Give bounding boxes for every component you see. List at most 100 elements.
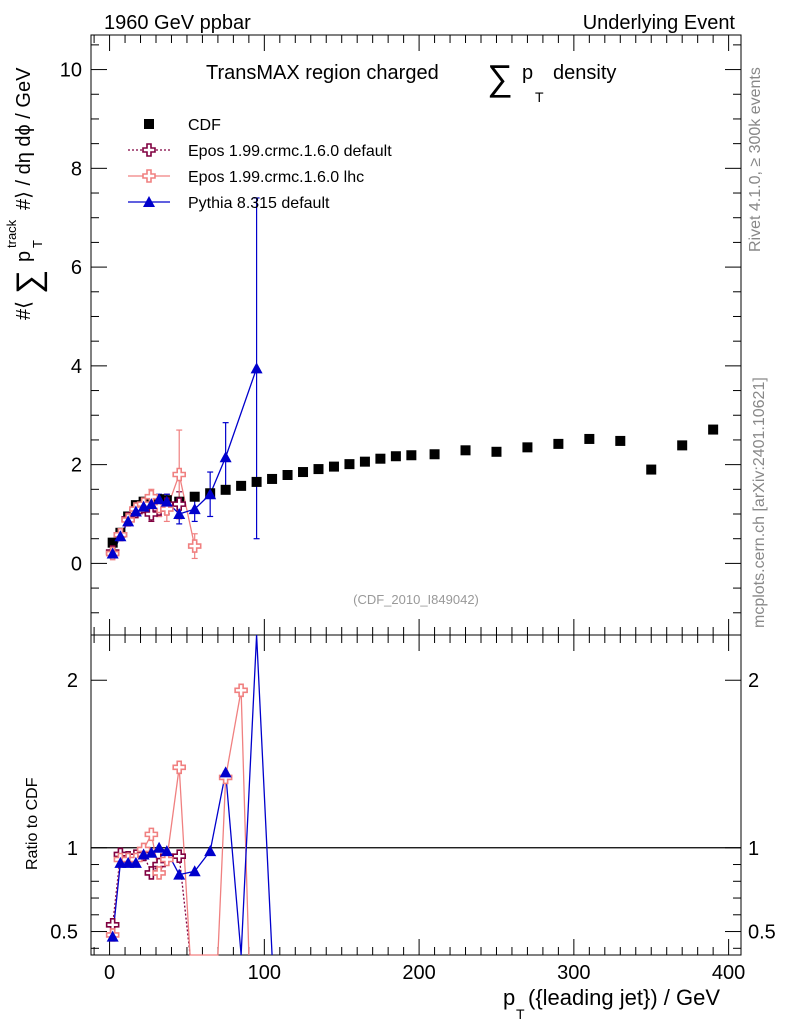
main-series-line [112, 368, 258, 554]
main-data-point [219, 451, 232, 463]
main-y-tick-label: 2 [71, 455, 82, 477]
main-data-point [220, 484, 231, 495]
main-data-point [172, 467, 187, 482]
ratio-data-point [172, 849, 187, 863]
xlabel-subscript: T [516, 1006, 525, 1022]
main-data-point [160, 495, 173, 507]
x-tick-label: 400 [712, 962, 745, 984]
ratio-data-point [152, 866, 166, 880]
ratio-data-point [160, 845, 173, 857]
ratio-y-tick-label: 0.5 [50, 922, 78, 944]
ratio-data-point [204, 845, 217, 857]
main-data-point [189, 491, 200, 502]
main-data-point [106, 547, 119, 559]
x-tick-label: 200 [402, 962, 435, 984]
main-data-markers [105, 362, 719, 561]
x-axis-label: p T ({leading jet}) / GeV [503, 985, 720, 1022]
main-data-point [129, 505, 142, 517]
ylabel-suffix: #⟩ / dη dϕ / GeV [13, 67, 35, 210]
ratio-y-tick-label-right: 1 [748, 838, 759, 860]
mcplots-reference-label: mcplots.cern.ch [arXiv:2401.10621] [751, 377, 768, 628]
main-series-lines [112, 368, 258, 554]
legend-marker [143, 196, 155, 207]
legend: CDF Epos 1.99.crmc.1.6.0 default Epos 1.99… [128, 117, 392, 212]
ylabel-p: p [13, 251, 35, 262]
ratio-data-point [114, 856, 127, 868]
main-data-point [251, 476, 262, 487]
main-data-point [646, 464, 657, 475]
main-data-point [429, 449, 440, 460]
main-y-tick-label: 6 [71, 257, 82, 279]
main-data-point [615, 435, 626, 446]
main-data-point [406, 450, 417, 461]
ratio-data-point [129, 856, 142, 868]
main-y-tick-label: 0 [71, 553, 82, 575]
main-y-axis-label: #⟨ ∑ p track T #⟩ / dη dϕ / GeV [4, 67, 48, 320]
x-tick-label: 0 [104, 962, 115, 984]
header-collision: 1960 GeV ppbar [104, 12, 251, 34]
main-data-point [107, 537, 118, 548]
main-data-point [460, 445, 471, 456]
main-data-point [173, 508, 186, 520]
main-data-point [267, 473, 278, 484]
ratio-data-point [234, 683, 248, 698]
main-data-point [298, 467, 309, 478]
ratio-data-point [122, 856, 135, 868]
ratio-data-point [144, 827, 159, 842]
ratio-data-point [172, 760, 187, 775]
ratio-axis-ticks: 0.5 0.5 1 1 2 2 0 100 200 300 400 [50, 635, 776, 984]
legend-marker [144, 119, 154, 129]
main-data-point [122, 515, 135, 527]
main-data-point [584, 433, 595, 444]
main-data-point [160, 502, 174, 516]
main-data-point [250, 362, 263, 374]
legend-label: CDF [188, 117, 221, 134]
ratio-data-point [145, 846, 158, 858]
main-data-point [708, 424, 719, 435]
main-data-point [172, 497, 187, 511]
plot-title-tail: density [553, 62, 616, 84]
ylabel-sum: ∑ [10, 270, 48, 294]
ratio-plot-frame [90, 634, 742, 956]
main-data-point [553, 438, 564, 449]
main-data-point [491, 446, 502, 457]
analysis-id-watermark: (CDF_2010_I849042) [353, 592, 479, 607]
main-data-point [114, 530, 127, 542]
ratio-y-tick-label-right: 2 [748, 670, 759, 692]
main-data-point [390, 451, 401, 462]
main-data-point [522, 442, 533, 453]
main-data-point [677, 440, 688, 451]
main-data-point [282, 470, 293, 480]
ratio-data-point [219, 766, 232, 778]
main-data-point [359, 456, 370, 467]
ratio-series-line [112, 690, 250, 956]
ratio-plot-panel: 0.5 0.5 1 1 2 2 0 100 200 300 400 [50, 634, 776, 984]
ratio-series-line [112, 634, 273, 956]
legend-label: Epos 1.99.crmc.1.6.0 lhc [188, 169, 364, 186]
ratio-y-axis-label: Ratio to CDF [24, 777, 41, 870]
ratio-data-point [188, 865, 201, 877]
main-data-point [328, 461, 339, 472]
ratio-data-point [106, 930, 119, 942]
legend-label: Pythia 8.315 default [188, 195, 330, 212]
main-axis-ticks: 0 2 4 6 8 10 [60, 35, 741, 635]
main-data-point [313, 464, 324, 475]
main-y-tick-label: 8 [71, 158, 82, 180]
main-data-point [188, 503, 201, 515]
x-tick-label: 300 [557, 962, 590, 984]
plot-title-text: TransMAX region charged [206, 62, 439, 84]
main-data-point [344, 459, 355, 470]
plot-title-sub: T [535, 89, 544, 105]
ylabel-superscript: track [4, 219, 19, 248]
main-y-tick-label: 10 [60, 60, 82, 82]
main-data-point [187, 539, 202, 553]
main-data-point [236, 480, 247, 491]
rivet-version-label: Rivet 4.1.0, ≥ 300k events [747, 67, 764, 252]
ratio-data-point [160, 852, 174, 867]
main-plot-panel: 0 2 4 6 8 10 (CDF_2010_I849042) CDF Epos 1.99.… [60, 34, 742, 636]
x-tick-label: 100 [248, 962, 281, 984]
plot-title: TransMAX region charged ∑ p T density [206, 57, 616, 105]
ratio-data-markers [105, 683, 248, 942]
header-process: Underlying Event [583, 12, 736, 34]
